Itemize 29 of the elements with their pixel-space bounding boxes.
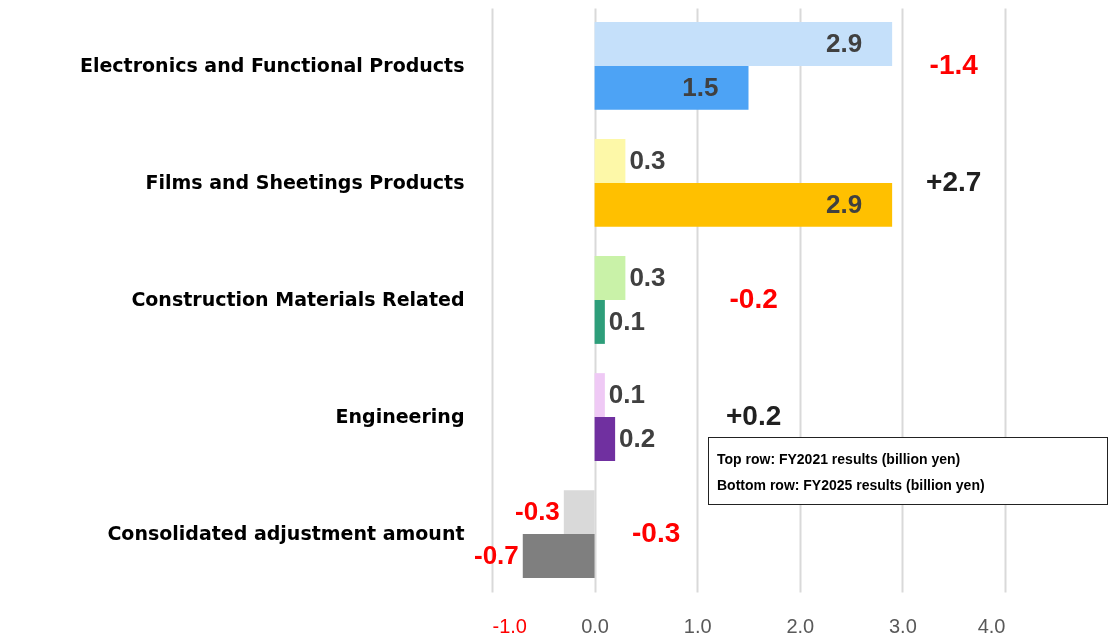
y-tick-label: Electronics and Functional Products [79,53,465,76]
data-label: 1.5 [682,71,719,102]
x-tick-label: 2.0 [786,614,815,637]
annotation: +2.7 [926,165,982,197]
data-label: 0.2 [619,422,656,453]
data-label: 0.3 [629,145,666,176]
annotation: -0.3 [632,517,681,549]
x-tick-label: 0.0 [581,614,610,637]
annotation: +0.2 [725,400,782,432]
data-label: 0.1 [608,305,646,336]
annotation: -0.2 [729,283,778,314]
y-tick-label: Engineering [335,405,465,428]
x-tick-label: 4.0 [977,614,1006,637]
y-tick-label: Consolidated adjustment amount [107,522,465,545]
data-label: 0.1 [608,379,646,410]
data-label: -0.7 [473,540,519,571]
annotation: -1.4 [929,48,979,80]
x-tick-label: 3.0 [888,614,917,637]
data-label: -0.3 [515,496,560,527]
data-label: 2.9 [825,27,863,58]
y-tick-label: Construction Materials Related [131,288,465,310]
data-label: 0.3 [629,262,666,293]
x-tick-label: 1.0 [683,614,712,637]
annotation: Top row: FY2021 results (billion yen) [717,450,962,469]
y-tick-label: Films and Sheetings Products [145,170,465,193]
annotation: Bottom row: FY2025 results (billion yen) [717,476,986,495]
data-label: 2.9 [825,188,863,219]
x-tick-label: -1.0 [492,614,527,637]
note-box: Top row: FY2021 results (billion yen) Bottom row: FY2025 results (billion yen) [708,437,1108,505]
